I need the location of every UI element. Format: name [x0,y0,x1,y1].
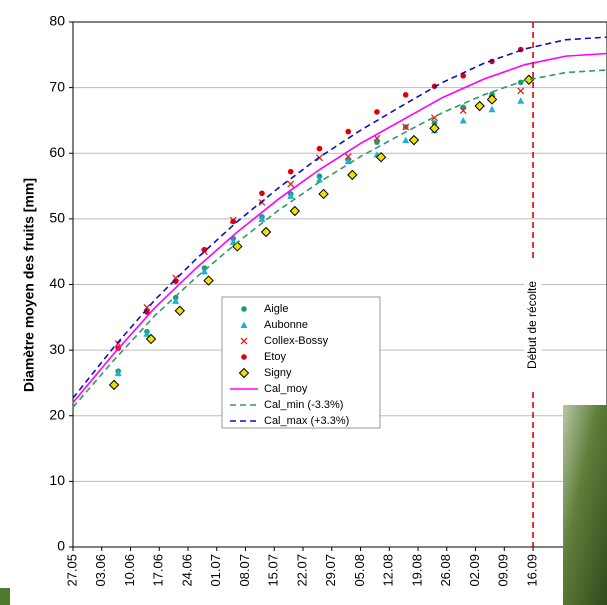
data-point [402,136,410,144]
data-point [174,305,186,316]
data-point [459,107,467,115]
data-point [287,168,294,175]
data-point [259,190,265,197]
x-tick-label: 19.08 [409,554,424,587]
y-tick-label: 50 [49,210,65,226]
legend-label: Cal_min (-3.3%) [264,399,343,411]
data-point [114,369,122,377]
data-point [203,275,214,286]
data-point [143,304,151,311]
y-tick-label: 20 [49,406,65,422]
data-point [287,180,295,188]
x-tick-label: 10.06 [122,554,137,587]
legend-marker [241,306,247,312]
data-point [347,169,358,181]
legend-box [221,296,381,429]
data-point [145,333,157,345]
x-tick-label: 09.09 [496,554,511,587]
x-tick-label: 24.06 [179,554,194,587]
y-tick-label: 40 [49,275,65,291]
legend-marker [238,367,250,379]
x-tick-label: 15.07 [266,554,281,587]
data-point [408,134,420,146]
legend-label: Cal_max (+3.3%) [264,415,349,427]
data-point [143,330,151,337]
data-point [345,128,352,135]
x-tick-label: 27.05 [64,554,79,587]
photo-edge [0,588,10,605]
data-point [201,246,208,253]
data-point [287,192,295,199]
legend-marker [240,337,248,345]
legend-label: Collex-Bossy [264,335,329,347]
x-tick-label: 22.07 [294,554,309,587]
legend-label: Etoy [264,351,287,363]
data-point [375,151,387,163]
data-point [258,215,266,222]
data-point [344,153,352,160]
y-tick-label: 80 [49,13,65,29]
legend-label: Aigle [264,303,288,315]
data-point [108,379,120,391]
x-tick-label: 05.08 [352,554,367,587]
y-tick-label: 10 [49,472,65,488]
data-point [374,109,380,115]
data-point [474,100,485,112]
x-tick-label: 17.06 [151,554,166,587]
data-point [318,188,329,200]
label-bg [524,260,543,390]
curve [72,36,607,399]
legend-label: Signy [264,367,292,379]
curve [72,69,607,408]
y-tick-label: 30 [49,341,65,357]
data-point [489,91,495,97]
data-point [289,205,301,217]
x-tick-label: 26.08 [438,554,453,587]
data-point [517,87,525,95]
data-point [229,238,237,245]
y-tick-label: 0 [57,538,65,554]
data-point [460,73,467,79]
x-tick-label: 16.09 [524,554,539,587]
legend-label: Cal_moy [264,383,308,395]
harvest-label: Début de récolte [525,281,539,369]
data-point [488,105,496,113]
legend: Aigle Aubonne Collex-Bossy Etoy Signy Cal_moy… [221,296,381,429]
legend-marker [240,321,248,328]
data-point [200,267,208,275]
data-point [374,139,380,145]
data-point [431,120,438,126]
plot-frame [72,21,607,548]
x-tick-label: 02.09 [467,554,482,587]
x-tick-label: 03.06 [93,554,108,587]
data-point [431,114,438,122]
data-point [429,123,440,134]
data-point [517,97,525,104]
data-point [260,226,272,238]
x-tick-label: 08.07 [237,554,252,587]
data-point [315,176,323,183]
legend-label: Aubonne [264,319,308,331]
x-tick-label: 01.07 [208,554,223,587]
photo [563,405,607,605]
x-tick-label: 12.08 [381,554,396,587]
data-point [230,218,236,225]
data-point [316,145,323,152]
y-tick-label: 60 [49,144,65,160]
y-tick-label: 70 [49,78,65,94]
legend-marker [241,354,247,360]
data-point [402,92,409,98]
data-point [459,116,467,124]
x-tick-label: 29.07 [323,554,338,587]
data-point [402,123,410,131]
curve [72,52,607,404]
data-point [486,94,498,105]
data-point [172,297,180,304]
y-axis-label: Diamètre moyen des fruits [mm] [21,178,37,392]
